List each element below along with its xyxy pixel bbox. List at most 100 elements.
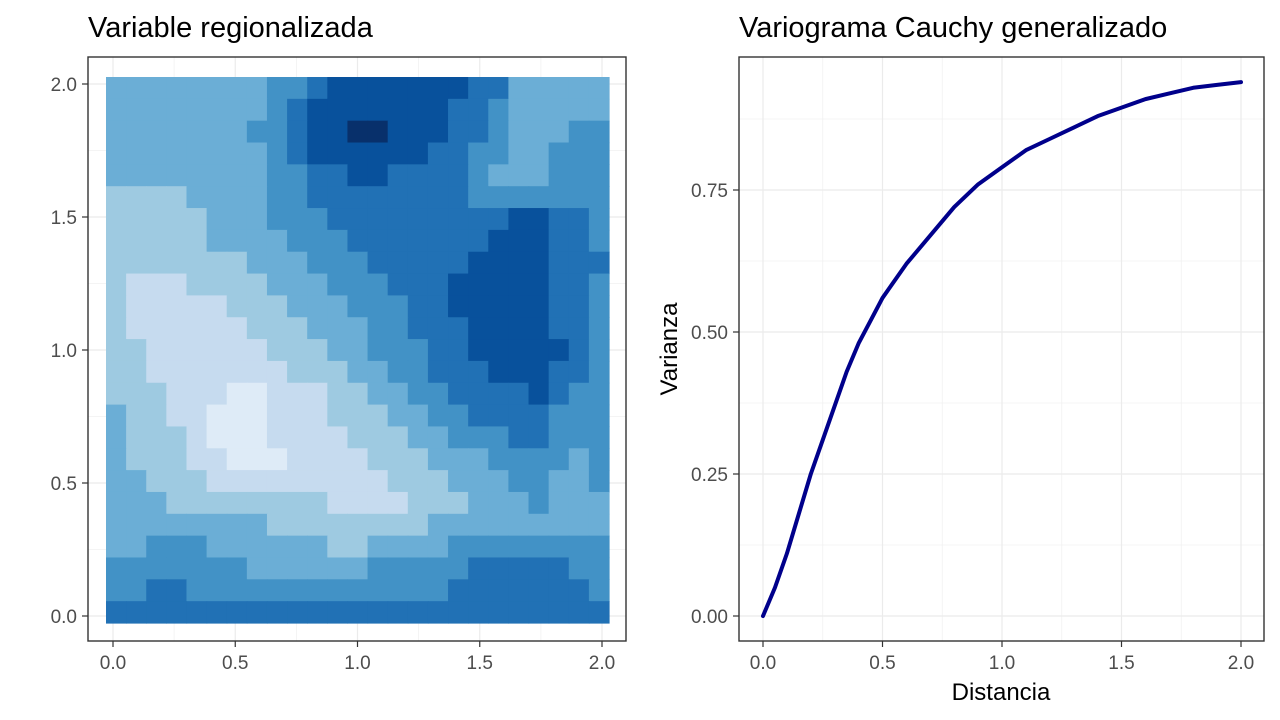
heatmap-cell bbox=[126, 448, 147, 471]
heatmap-cell bbox=[106, 513, 127, 537]
heatmap-cell bbox=[548, 491, 570, 515]
heatmap-cell bbox=[146, 98, 167, 122]
heatmap-cell bbox=[186, 229, 208, 253]
heatmap-cell bbox=[106, 164, 127, 187]
heatmap-cell bbox=[568, 273, 590, 296]
heatmap-cell bbox=[246, 448, 268, 471]
heatmap-cell bbox=[206, 557, 228, 580]
heatmap-cell bbox=[588, 491, 610, 515]
heatmap-cell bbox=[488, 77, 509, 100]
heatmap-cell bbox=[246, 557, 268, 580]
heatmap-cell bbox=[287, 208, 308, 231]
heatmap-cell bbox=[387, 98, 409, 122]
heatmap-cell bbox=[106, 120, 127, 144]
heatmap-cell bbox=[327, 120, 349, 144]
heatmap-cell bbox=[548, 186, 570, 209]
heatmap-cell bbox=[568, 251, 590, 275]
heatmap-cell bbox=[588, 448, 610, 471]
heatmap-cell bbox=[427, 251, 449, 275]
heatmap-cell bbox=[287, 186, 308, 209]
x-tick-label: 1.0 bbox=[989, 653, 1015, 674]
heatmap-cell bbox=[287, 535, 308, 559]
heatmap-cell bbox=[307, 120, 328, 144]
heatmap-cell bbox=[448, 273, 469, 296]
heatmap-cell bbox=[427, 229, 449, 253]
heatmap-cell bbox=[468, 382, 489, 406]
heatmap-cell bbox=[307, 273, 328, 296]
heatmap-cell bbox=[448, 186, 469, 209]
heatmap-cell bbox=[367, 251, 389, 275]
heatmap-cell bbox=[387, 186, 409, 209]
heatmap-cell bbox=[548, 579, 570, 602]
heatmap-cell bbox=[448, 579, 469, 602]
x-tick-label: 0.5 bbox=[222, 653, 248, 674]
heatmap-cell bbox=[206, 601, 228, 624]
heatmap-cell bbox=[206, 513, 228, 537]
heatmap-cell bbox=[387, 360, 409, 384]
heatmap-cell bbox=[186, 470, 208, 493]
y-tick-label: 0.50 bbox=[691, 323, 728, 344]
heatmap-cell bbox=[548, 142, 570, 165]
heatmap-cell bbox=[246, 295, 268, 318]
heatmap-cell bbox=[106, 317, 127, 340]
heatmap-cell bbox=[327, 601, 349, 624]
heatmap-cell bbox=[146, 513, 167, 537]
heatmap-cell bbox=[307, 295, 328, 318]
heatmap-cell bbox=[448, 251, 469, 275]
heatmap-cell bbox=[287, 360, 308, 384]
heatmap-cell bbox=[226, 491, 248, 515]
heatmap-cell bbox=[166, 186, 188, 209]
heatmap-cell bbox=[568, 448, 590, 471]
heatmap-cell bbox=[528, 491, 550, 515]
heatmap-cell bbox=[106, 382, 127, 406]
heatmap-cell bbox=[448, 491, 469, 515]
heatmap-cell bbox=[287, 317, 308, 340]
heatmap-cell bbox=[548, 601, 570, 624]
heatmap-cell bbox=[206, 229, 228, 253]
heatmap-cell bbox=[266, 77, 288, 100]
heatmap-cell bbox=[246, 579, 268, 602]
heatmap-cell bbox=[508, 535, 530, 559]
heatmap-cell bbox=[427, 601, 449, 624]
heatmap-cell bbox=[146, 251, 167, 275]
heatmap-cell bbox=[287, 120, 308, 144]
heatmap-cell bbox=[367, 579, 389, 602]
heatmap-cell bbox=[528, 513, 550, 537]
heatmap-cell bbox=[528, 339, 550, 362]
heatmap-cell bbox=[186, 448, 208, 471]
heatmap-cell bbox=[387, 251, 409, 275]
heatmap-cell bbox=[427, 186, 449, 209]
heatmap-cell bbox=[488, 557, 509, 580]
heatmap-cell bbox=[427, 164, 449, 187]
heatmap-cell bbox=[307, 339, 328, 362]
heatmap-cell bbox=[226, 229, 248, 253]
heatmap-cell bbox=[186, 164, 208, 187]
heatmap-cell bbox=[488, 164, 509, 187]
heatmap-cell bbox=[126, 208, 147, 231]
heatmap-cell bbox=[347, 251, 369, 275]
heatmap-cell bbox=[387, 426, 409, 449]
heatmap-cell bbox=[367, 164, 389, 187]
x-tick-label: 2.0 bbox=[1228, 653, 1254, 674]
heatmap-cell bbox=[468, 77, 489, 100]
heatmap-cell bbox=[588, 535, 610, 559]
heatmap-cell bbox=[246, 491, 268, 515]
heatmap-cell bbox=[146, 404, 167, 428]
heatmap-cell bbox=[327, 251, 349, 275]
heatmap-cell bbox=[568, 579, 590, 602]
heatmap-cell bbox=[226, 360, 248, 384]
heatmap-cell bbox=[448, 295, 469, 318]
heatmap-cell bbox=[206, 426, 228, 449]
heatmap-cell bbox=[588, 98, 610, 122]
heatmap-cell bbox=[407, 601, 429, 624]
heatmap-cell bbox=[508, 317, 530, 340]
heatmap-cell bbox=[387, 77, 409, 100]
heatmap-cell bbox=[327, 557, 349, 580]
heatmap-cell bbox=[488, 535, 509, 559]
heatmap-cell bbox=[347, 273, 369, 296]
heatmap-cell bbox=[146, 164, 167, 187]
heatmap-cell bbox=[568, 404, 590, 428]
heatmap-cell bbox=[146, 491, 167, 515]
panel-variogram: Variograma Cauchy generalizado 0.0 0.5 1.0… bbox=[656, 12, 1265, 706]
heatmap-cell bbox=[367, 601, 389, 624]
